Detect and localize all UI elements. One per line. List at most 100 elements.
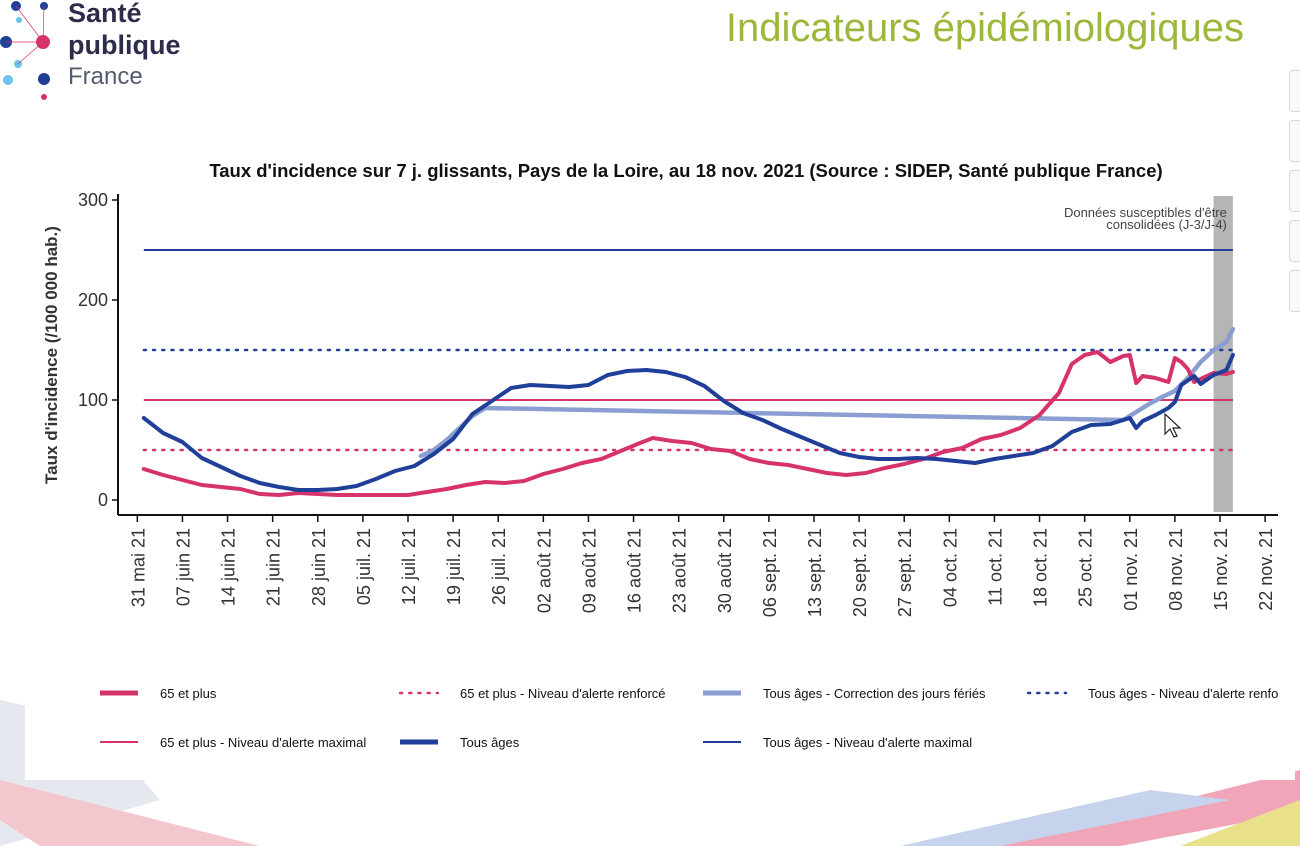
series-1-point-29: [709, 447, 713, 451]
logo-line-2: publique: [68, 30, 181, 60]
series-1-point-24: [619, 449, 623, 453]
series-2-point-27: [664, 370, 668, 374]
x-tick-label-19: 11 oct. 21: [985, 528, 1005, 606]
series-2-point-49: [1089, 423, 1093, 427]
series-2-point-16: [451, 437, 455, 441]
x-tick-label-8: 26 juil. 21: [489, 528, 509, 605]
series-2-point-26: [644, 368, 649, 372]
series-1-point-21: [561, 467, 565, 471]
series-1-point-19: [522, 479, 526, 483]
series-2-point-29: [702, 384, 707, 388]
legend-label-3: Tous âges - Niveau d'alerte renfo: [1088, 686, 1278, 701]
series-2-point-14: [412, 464, 416, 468]
legend-item-5: Tous âges: [400, 735, 520, 750]
background-stripe-blue: [900, 790, 1230, 846]
series-2-point-32: [760, 418, 765, 422]
x-tick-label-6: 12 juil. 21: [399, 528, 419, 605]
series-2-point-36: [838, 451, 842, 455]
series-1: [141, 350, 1235, 497]
series-2-point-41: [934, 457, 939, 461]
band-label-line-2: consolidées (J-3/J-4): [1106, 217, 1227, 232]
series-2-point-56: [1166, 406, 1170, 410]
series-1-point-45: [1018, 426, 1022, 430]
x-tick-label-11: 16 août 21: [625, 528, 645, 613]
logo-line-3: France: [68, 63, 143, 90]
series-2-point-20: [528, 383, 533, 387]
series-1-point-3: [200, 483, 204, 487]
series-2-point-33: [780, 427, 784, 431]
series-2-point-61: [1212, 373, 1216, 377]
series-line-0: [418, 326, 1236, 459]
series-1-point-14: [425, 490, 429, 494]
legend-item-3: Tous âges - Niveau d'alerte renfo: [1026, 686, 1278, 701]
series-2-point-19: [509, 386, 513, 390]
x-tick-label-1: 07 juin 21: [173, 528, 193, 606]
series-1-point-60: [1186, 367, 1190, 371]
series-1-point-9: [316, 492, 320, 496]
series-1-point-56: [1154, 376, 1158, 380]
series-1-point-16: [464, 483, 468, 487]
series-1-point-38: [883, 466, 887, 470]
series-2-point-12: [374, 477, 378, 481]
legend-item-4: 65 et plus - Niveau d'alerte maximal: [100, 735, 366, 750]
series-1-point-23: [599, 457, 603, 461]
series-1-point-18: [503, 481, 507, 485]
side-tab-5[interactable]: [1289, 270, 1300, 312]
series-1-point-50: [1096, 350, 1100, 354]
x-tick-label-20: 18 oct. 21: [1031, 528, 1051, 607]
series-2-point-23: [586, 383, 591, 387]
series-1-point-55: [1141, 374, 1145, 378]
x-tick-label-21: 25 oct. 21: [1076, 528, 1096, 607]
series-2-point-6: [258, 481, 262, 485]
x-tick-label-17: 27 sept. 21: [895, 528, 915, 617]
series-1-point-17: [483, 480, 487, 484]
series-0-point-14: [1224, 340, 1228, 344]
side-tab-1[interactable]: [1289, 70, 1300, 112]
series-1-point-53: [1128, 353, 1132, 357]
series-1-point-34: [806, 467, 810, 471]
legend-label-6: Tous âges - Niveau d'alerte maximal: [763, 735, 972, 750]
series-1-point-26: [651, 436, 655, 440]
series-0-point-2: [445, 438, 449, 442]
series-2-point-55: [1154, 413, 1158, 417]
logo-line-1: Santé: [68, 0, 142, 28]
series-2-point-59: [1192, 374, 1196, 378]
x-tick-label-12: 23 août 21: [670, 528, 690, 613]
band-label-line-1: Données susceptibles d'être: [1064, 205, 1227, 220]
series-1-point-59: [1179, 360, 1183, 364]
series-0-point-12: [1199, 360, 1203, 364]
legend-label-2: Tous âges - Correction des jours fériés: [763, 686, 986, 701]
series-2: [141, 353, 1235, 492]
series-2-point-47: [1050, 444, 1054, 448]
side-tab-4[interactable]: [1289, 220, 1300, 262]
side-tab-3[interactable]: [1289, 170, 1300, 212]
series-1-point-58: [1173, 356, 1177, 360]
series-2-point-48: [1070, 430, 1074, 434]
series-2-point-30: [722, 399, 726, 403]
series-2-point-50: [1108, 422, 1112, 426]
side-tab-2[interactable]: [1289, 120, 1300, 162]
series-2-point-63: [1231, 353, 1235, 357]
series-1-point-30: [728, 449, 732, 453]
y-tick-label-0: 0: [98, 490, 108, 510]
series-2-point-62: [1224, 368, 1228, 372]
background-stripe-yellow: [1180, 800, 1300, 846]
x-tick-label-22: 01 nov. 21: [1121, 528, 1141, 611]
series-1-point-27: [670, 439, 674, 443]
series-2-point-18: [490, 399, 494, 403]
chart-title: Taux d'incidence sur 7 j. glissants, Pay…: [209, 160, 1162, 181]
series-2-point-40: [915, 456, 919, 460]
series-2-point-1: [161, 431, 165, 435]
x-tick-label-7: 19 juil. 21: [444, 528, 464, 605]
slide-title: Indicateurs épidémiologiques: [725, 6, 1244, 50]
series-2-point-57: [1173, 400, 1177, 404]
series-2-point-0: [142, 416, 146, 420]
series-1-point-36: [844, 473, 848, 477]
series-2-point-54: [1141, 419, 1145, 423]
series-1-point-41: [941, 450, 945, 454]
legend-label-5: Tous âges: [460, 735, 520, 750]
series-0-point-9: [1160, 395, 1164, 399]
series-2-point-58: [1179, 383, 1183, 387]
series-2-point-5: [238, 474, 242, 478]
